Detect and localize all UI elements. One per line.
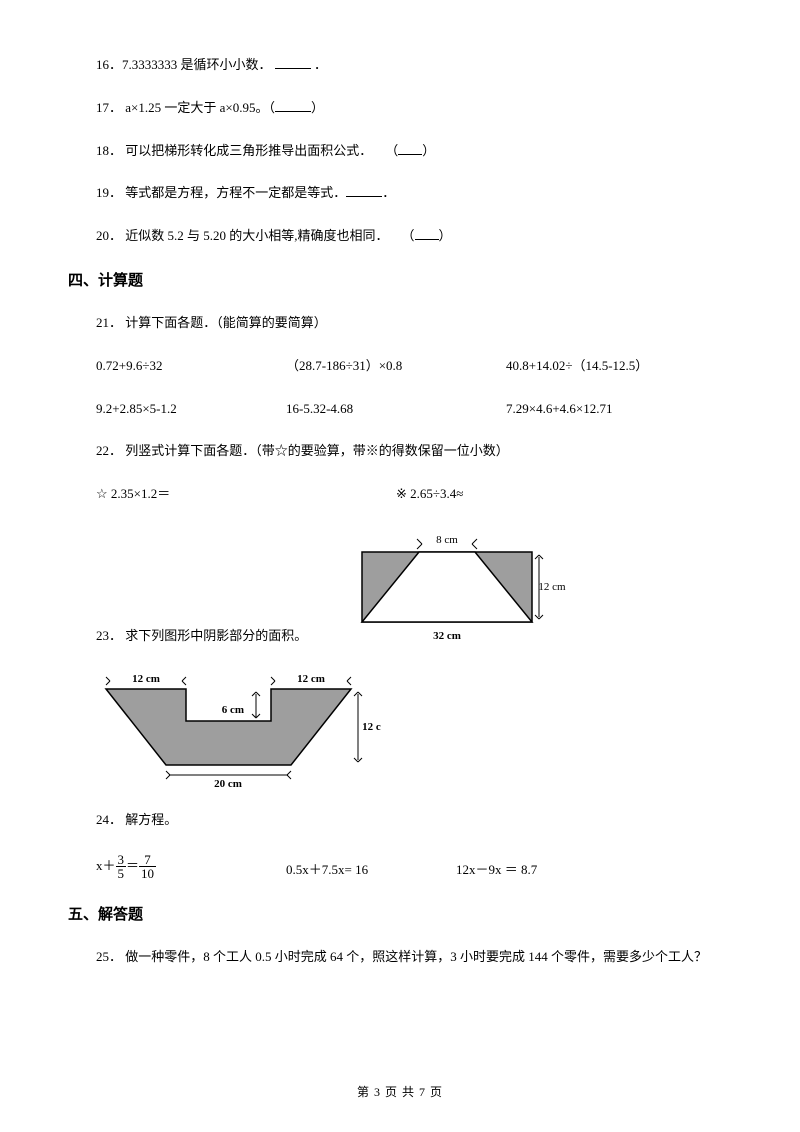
trapezoid-figure-icon: 8 cm 12 cm 32 cm <box>347 527 567 647</box>
r2c2: 16-5.32-4.68 <box>286 399 506 420</box>
svg-text:12 cm: 12 cm <box>132 673 160 685</box>
r1c3: 40.8+14.02÷（14.5-12.5） <box>506 356 648 377</box>
equation-row: x＋35＝710 0.5x＋7.5x= 16 12x－9x ＝ 8.7 <box>68 853 732 881</box>
calc-row-1: 0.72+9.6÷32 （28.7-186÷31）×0.8 40.8+14.02… <box>68 356 732 377</box>
figure-1: 8 cm 12 cm 32 cm <box>347 527 567 647</box>
q18-blank[interactable] <box>398 143 422 155</box>
question-19: 19． 等式都是方程，方程不一定都是等式． ． <box>68 183 732 204</box>
q18-post: ） <box>422 143 435 158</box>
svg-text:6 cm: 6 cm <box>222 704 244 716</box>
question-16: 16．7.3333333 是循环小小数． ． <box>68 55 732 76</box>
svg-text:8 cm: 8 cm <box>436 534 458 546</box>
q19-pre: 19． 等式都是方程，方程不一定都是等式． <box>96 185 346 200</box>
q19-post: ． <box>382 185 395 200</box>
question-20: 20． 近似数 5.2 与 5.20 的大小相等,精确度也相同． （ ） <box>68 226 732 247</box>
frac2-d: 10 <box>139 867 156 881</box>
frac2-n: 7 <box>139 853 156 868</box>
question-24: 24． 解方程。 <box>68 810 732 831</box>
svg-text:12 cm: 12 cm <box>297 673 325 685</box>
svg-text:32 cm: 32 cm <box>433 630 461 642</box>
frac1-n: 3 <box>116 853 127 868</box>
svg-text:20 cm: 20 cm <box>214 778 242 790</box>
eq3: 12x－9x ＝ 8.7 <box>456 860 537 881</box>
question-18: 18． 可以把梯形转化成三角形推导出面积公式． （ ） <box>68 141 732 162</box>
page-footer: 第 3 页 共 7 页 <box>0 1083 800 1102</box>
q22b: ※ 2.65÷3.4≈ <box>396 484 463 505</box>
r2c3: 7.29×4.6+4.6×12.71 <box>506 399 613 420</box>
frac-2: 710 <box>139 853 156 881</box>
q20-blank[interactable] <box>415 229 439 241</box>
q18-pre: 18． 可以把梯形转化成三角形推导出面积公式． （ <box>96 143 398 158</box>
question-22: 22． 列竖式计算下面各题．（带☆的要验算，带※的得数保留一位小数） <box>68 441 732 462</box>
q19-blank[interactable] <box>346 186 382 198</box>
r1c1: 0.72+9.6÷32 <box>96 356 286 377</box>
section-4-heading: 四、计算题 <box>68 269 732 293</box>
q20-pre: 20． 近似数 5.2 与 5.20 的大小相等,精确度也相同． （ <box>96 228 415 243</box>
q16-tail: ． <box>314 57 327 72</box>
question-23: 23． 求下列图形中阴影部分的面积。 <box>68 626 307 647</box>
q17-post: ） <box>311 100 324 115</box>
eq2: 0.5x＋7.5x= 16 <box>286 860 456 881</box>
calc-row-2: 9.2+2.85×5-1.2 16-5.32-4.68 7.29×4.6+4.6… <box>68 399 732 420</box>
q22-row: ☆ 2.35×1.2＝ ※ 2.65÷3.4≈ <box>68 484 732 505</box>
q17-blank[interactable] <box>275 100 311 112</box>
q22a: ☆ 2.35×1.2＝ <box>96 484 396 505</box>
q20-post: ） <box>439 228 452 243</box>
r1c2: （28.7-186÷31）×0.8 <box>286 356 506 377</box>
channel-figure-icon: 12 cm 12 cm 6 cm 12 cm 20 cm <box>96 665 381 790</box>
eq1: x＋35＝710 <box>96 853 286 881</box>
q17-pre: 17． a×1.25 一定大于 a×0.95。（ <box>96 100 275 115</box>
r2c1: 9.2+2.85×5-1.2 <box>96 399 286 420</box>
question-21: 21． 计算下面各题．（能简算的要简算） <box>68 313 732 334</box>
figure-1-block: 23． 求下列图形中阴影部分的面积。 8 cm 12 cm 32 cm <box>68 527 732 647</box>
question-17: 17． a×1.25 一定大于 a×0.95。（ ） <box>68 98 732 119</box>
svg-text:12 cm: 12 cm <box>362 721 381 733</box>
q16-text: 16．7.3333333 是循环小小数． <box>96 57 272 72</box>
frac-1: 35 <box>116 853 127 881</box>
eq1-eq: ＝ <box>126 858 139 873</box>
svg-text:12 cm: 12 cm <box>539 581 567 593</box>
section-5-heading: 五、解答题 <box>68 903 732 927</box>
figure-2: 12 cm 12 cm 6 cm 12 cm 20 cm <box>68 665 732 790</box>
frac1-d: 5 <box>116 867 127 881</box>
q16-blank[interactable] <box>275 57 311 69</box>
question-25: 25． 做一种零件，8 个工人 0.5 小时完成 64 个，照这样计算，3 小时… <box>68 947 732 968</box>
eq1-x: x＋ <box>96 858 116 873</box>
